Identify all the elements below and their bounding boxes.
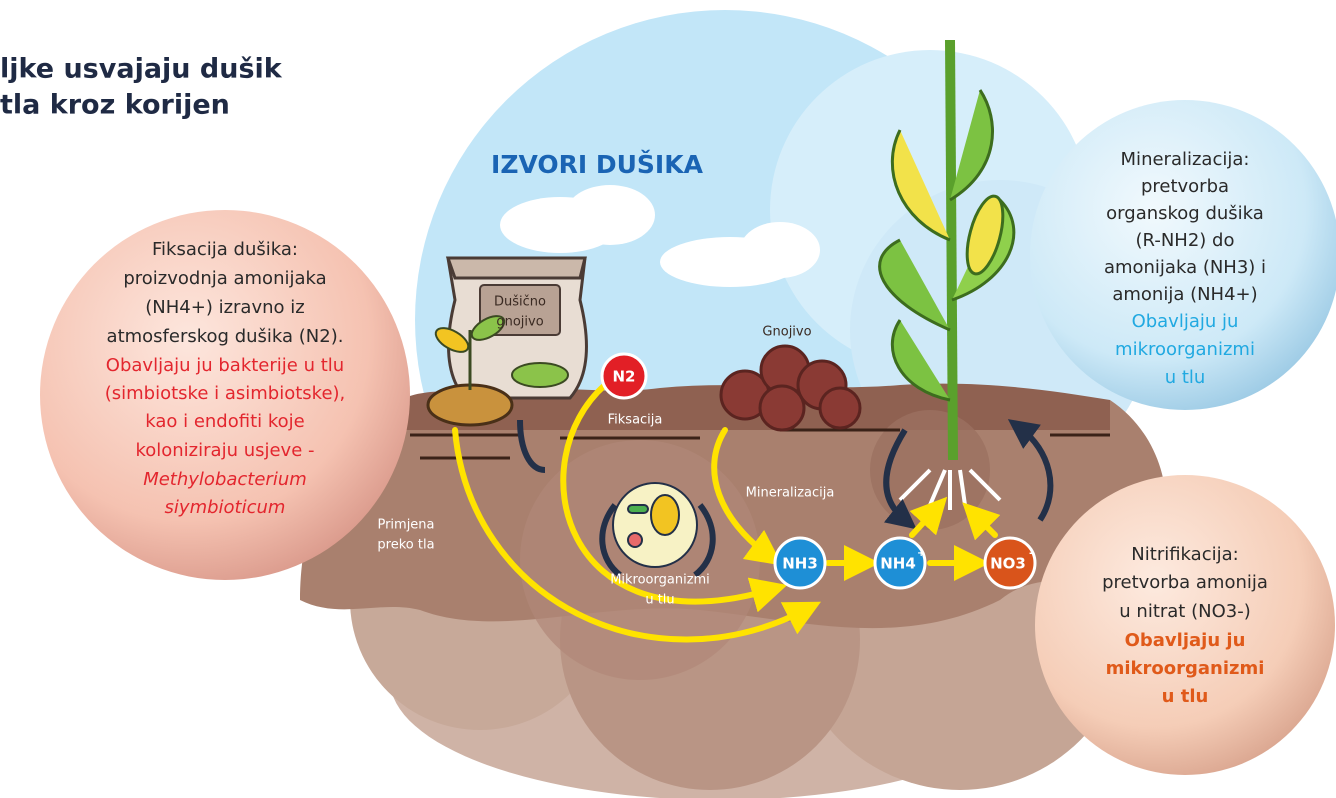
note-line: amonijaka (NH3) i [1104,257,1266,278]
nitrification-note: Nitrifikacija: pretvorba amonija u nitra… [1102,544,1268,707]
note-highlight: Obavljaju ju [1125,630,1246,651]
compound-label: NH4 [880,555,916,573]
compound-label: NO3 [990,555,1026,573]
note-line: (R-NH2) do [1136,230,1235,251]
nh3-circle [773,536,827,590]
nitrification-circle [1035,475,1335,775]
mineralization-note: Mineralizacija: pretvorba organskog duši… [1104,149,1266,388]
bag-label: gnojivo [496,315,543,330]
note-line: pretvorba amonija [1102,572,1268,593]
note-highlight: mikroorganizmi [1115,339,1255,360]
note-highlight: koloniziraju usjeve - [135,440,314,461]
fixation-note: Fiksacija dušika: proizvodnja amonijaka … [105,239,346,518]
application-label: preko tla [377,538,434,553]
note-line: Mineralizacija: [1121,149,1250,170]
manure-label: Gnojivo [762,325,811,340]
no3-circle [983,536,1037,590]
note-highlight: u tlu [1162,686,1209,707]
compound-label: N2 [613,368,636,386]
corn-plant [878,39,1016,510]
compounds [600,352,1037,590]
bag-label: Dušično [494,295,546,310]
note-highlight: Obavljaju ju [1132,311,1239,332]
note-line: amonija (NH4+) [1112,284,1257,305]
note-line: pretvorba [1141,176,1229,197]
microorganisms-label: Mikroorganizmi [610,573,710,588]
n2-circle [600,352,648,400]
page-title: ljke usvajaju dušik [0,54,283,85]
note-line: proizvodnja amonijaka [123,268,326,289]
application-label: Primjena [377,518,434,533]
note-line: Nitrifikacija: [1131,544,1238,565]
compound-charge: - [1029,548,1033,559]
compound-label: NH3 [782,555,818,573]
sources-title: IZVORI DUŠIKA [491,149,704,179]
note-highlight: (simbiotske i asimbiotske), [105,383,346,404]
flow-arrows [452,382,1001,643]
mineralization-circle [1030,100,1336,410]
compound-charge: + [917,548,925,559]
note-highlight: u tlu [1165,367,1206,388]
nh4-circle [873,536,927,590]
note-line: u nitrat (NO3-) [1119,601,1250,622]
note-line: atmosferskog dušika (N2). [107,326,344,347]
page-title: tla kroz korijen [0,90,230,121]
note-species: siymbioticum [165,497,286,518]
fertilizer-bag [445,256,588,400]
mineralization-label: Mineralizacija [746,486,835,501]
note-species: Methylobacterium [143,469,307,490]
microorganism-bubble [612,482,698,568]
microorganisms-label: u tlu [645,593,674,608]
note-line: (NH4+) izravno iz [145,297,304,318]
note-highlight: kao i endofiti koje [145,411,305,432]
root-cycle-arrows [517,419,1054,578]
manure-pile [719,344,862,432]
note-line: Fiksacija dušika: [152,239,298,260]
note-highlight: mikroorganizmi [1106,658,1265,679]
note-line: organskog dušika [1106,203,1264,224]
fixation-label: Fiksacija [608,413,663,428]
fixation-circle [40,210,410,580]
seedling [426,315,514,427]
note-highlight: Obavljaju ju bakterije u tlu [106,355,344,376]
